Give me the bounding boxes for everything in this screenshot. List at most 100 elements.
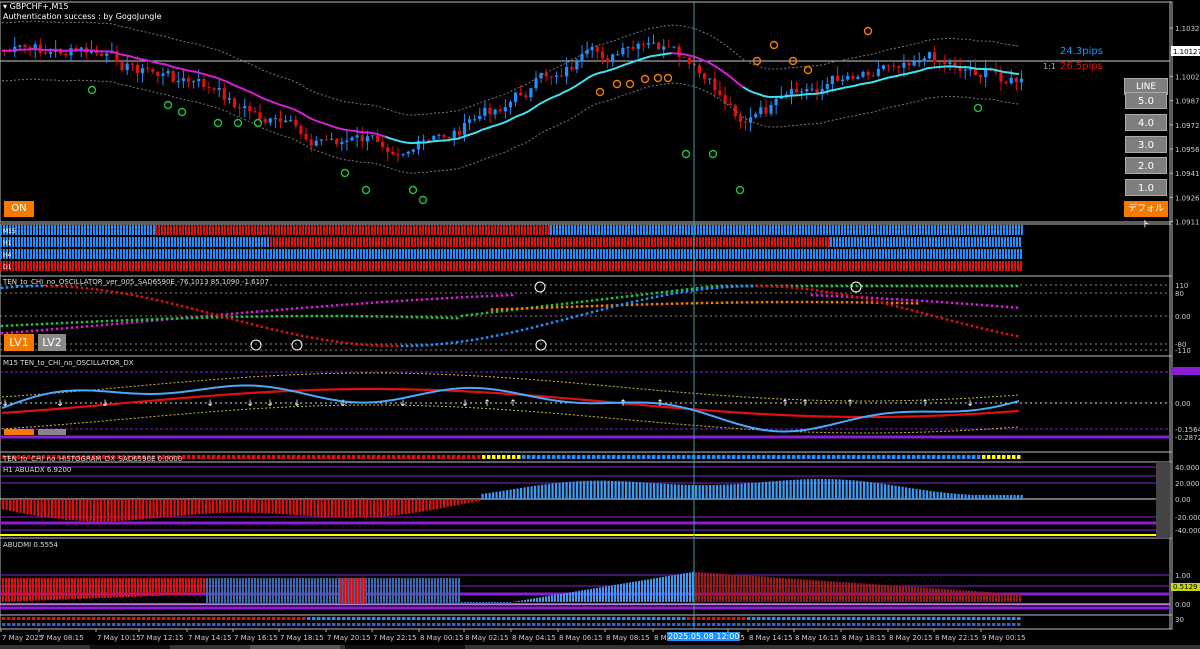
ind4-bar xyxy=(145,499,148,519)
tf-bar-3 xyxy=(423,261,425,271)
ind6-strip-cell-2 xyxy=(32,623,36,626)
ind3-strip-cell xyxy=(207,455,211,459)
candle-body xyxy=(74,48,78,50)
default-button[interactable]: デフォルト xyxy=(1124,201,1168,230)
ind1-green-dot xyxy=(995,284,999,288)
level-3-button[interactable]: 3.0 xyxy=(1125,136,1167,153)
ind5-bar xyxy=(257,578,259,604)
tab-1[interactable] xyxy=(90,645,170,649)
tf-bar-0 xyxy=(838,225,840,235)
tf-bar-0 xyxy=(398,225,400,235)
tf-bar-2 xyxy=(819,249,821,259)
ind4-bar xyxy=(180,499,183,516)
ind2-axis-label: -0.2872 xyxy=(1175,434,1200,442)
tf-bar-2 xyxy=(630,249,632,259)
tf-bar-1 xyxy=(738,237,740,247)
ind6-strip-cell-2 xyxy=(27,623,31,626)
tf-bar-0 xyxy=(485,225,487,235)
ind6-strip-cell-2 xyxy=(982,623,986,626)
tf-bar-0 xyxy=(628,225,630,235)
ind1-orange-dot xyxy=(570,305,574,309)
tf-bar-1 xyxy=(881,237,883,247)
tf-bar-1 xyxy=(687,237,689,247)
tf-bar-0 xyxy=(353,225,355,235)
tf-bar-2 xyxy=(417,249,419,259)
ind4-bar xyxy=(779,480,782,499)
ind5-bar xyxy=(59,578,61,600)
ind5-bar xyxy=(110,578,112,598)
tf-bar-2 xyxy=(582,249,584,259)
ind5-bar xyxy=(683,573,685,602)
tab-3[interactable] xyxy=(345,645,465,649)
level-1-button[interactable]: 1.0 xyxy=(1125,179,1167,196)
tf-bar-2 xyxy=(69,249,71,259)
tf-bar-3 xyxy=(48,261,50,271)
on-button[interactable]: ON xyxy=(4,201,34,217)
ind3-strip-cell xyxy=(192,455,196,459)
tf-bar-3 xyxy=(462,261,464,271)
ind2-band-lower xyxy=(1,404,1020,434)
tf-bar-3 xyxy=(777,261,779,271)
tf-bar-3 xyxy=(648,261,650,271)
ind1-orange-dot xyxy=(715,301,719,305)
ind1-orange-dot xyxy=(560,305,564,309)
ind5-bar xyxy=(824,580,826,602)
ind6-strip-cell xyxy=(492,617,496,620)
ind4-bar xyxy=(894,485,897,499)
tf-bar-1 xyxy=(932,237,934,247)
tf-bar-3 xyxy=(921,261,923,271)
tf-bar-3 xyxy=(345,261,347,271)
level-5-button[interactable]: 5.0 xyxy=(1125,92,1167,109)
ind1-red-dot xyxy=(205,311,209,314)
ind5-bar xyxy=(71,578,73,600)
ind1-red-dot xyxy=(260,325,264,329)
ind1-green-dot xyxy=(5,324,9,327)
tf-bar-2 xyxy=(117,249,119,259)
tf-bar-0 xyxy=(326,225,328,235)
candle-body xyxy=(314,140,318,146)
ind6-strip-cell-2 xyxy=(672,623,676,626)
ind6-strip-cell xyxy=(522,617,526,620)
ind3-strip-cell xyxy=(942,455,946,459)
ind1-green-dot xyxy=(710,285,714,288)
ind4-bar xyxy=(607,480,610,499)
tf-bar-1 xyxy=(825,237,827,247)
candle-body xyxy=(687,57,691,64)
ind5-bar xyxy=(617,584,619,602)
ind5-bar xyxy=(605,586,607,602)
ind4-bar xyxy=(23,499,26,514)
ind3-strip-cell xyxy=(77,455,81,459)
ind6-strip-cell xyxy=(622,617,626,620)
tf-bar-2 xyxy=(849,249,851,259)
ind1-magenta-dot xyxy=(325,304,329,308)
lv2-button[interactable]: LV2 xyxy=(38,334,66,351)
tf-bar-2 xyxy=(24,249,26,259)
ind3-strip-cell xyxy=(992,455,996,459)
tf-bar-1 xyxy=(753,237,755,247)
ind3-strip-cell xyxy=(637,455,641,459)
candle-body xyxy=(651,42,656,44)
ind1-red-dot xyxy=(125,292,129,296)
ind5-bar xyxy=(536,597,538,602)
tf-bar-1 xyxy=(234,237,236,247)
level-2-button[interactable]: 2.0 xyxy=(1125,157,1167,174)
ind5-bar xyxy=(983,591,985,602)
ind1-green-dot xyxy=(540,305,544,308)
lv1-button[interactable]: LV1 xyxy=(4,334,34,351)
tab-2[interactable] xyxy=(250,645,340,649)
ind5-bar xyxy=(149,578,151,597)
tf-bar-1 xyxy=(387,237,389,247)
level-4-button[interactable]: 4.0 xyxy=(1125,114,1167,131)
ind2-arrow-icon: ↓ xyxy=(461,399,469,409)
ind5-bar xyxy=(419,578,421,604)
ind6-strip-cell-2 xyxy=(412,623,416,626)
ind3-strip-cell xyxy=(652,455,656,459)
ind5-bar xyxy=(500,602,502,604)
tf-bar-0 xyxy=(296,225,298,235)
dropdown-arrow-icon[interactable]: ▾ xyxy=(3,2,8,11)
tf-bar-3 xyxy=(9,261,11,271)
tf-bar-1 xyxy=(279,237,281,247)
candle-body xyxy=(662,46,666,50)
tf-bar-0 xyxy=(311,225,313,235)
